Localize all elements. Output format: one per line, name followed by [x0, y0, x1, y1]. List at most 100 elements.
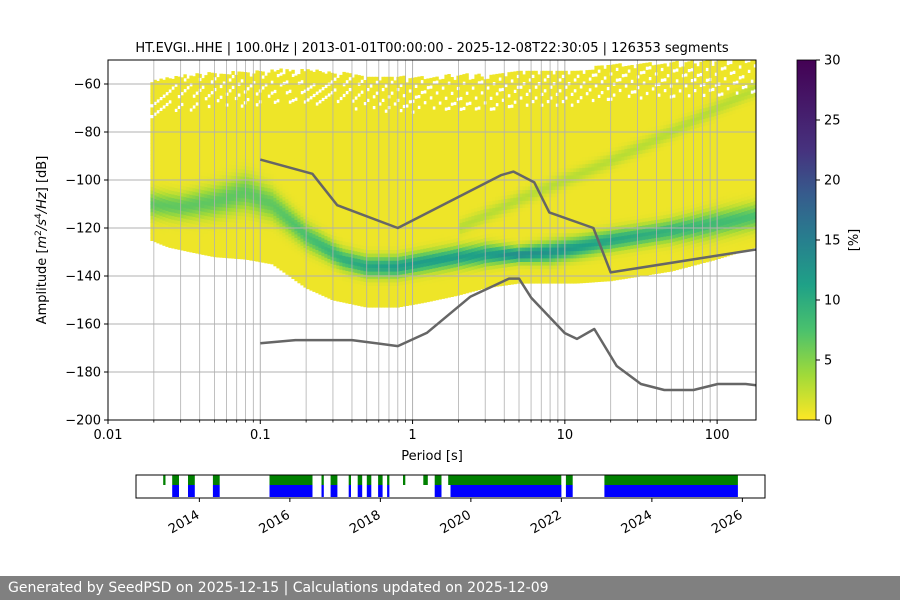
density-cell	[252, 159, 256, 164]
density-cell	[354, 186, 358, 191]
density-cell	[354, 240, 358, 245]
density-cell	[414, 120, 418, 125]
density-cell	[381, 300, 385, 304]
density-cell	[417, 191, 421, 196]
density-cell	[243, 201, 247, 206]
density-cell	[312, 176, 316, 181]
density-cell	[333, 221, 337, 226]
density-cell	[366, 116, 370, 121]
density-cell	[204, 121, 208, 126]
density-cell	[315, 145, 319, 150]
density-cell	[201, 146, 205, 151]
density-cell	[420, 184, 424, 189]
density-cell	[288, 168, 292, 173]
density-cell	[327, 255, 331, 259]
density-cell	[390, 170, 394, 175]
density-cell	[417, 87, 421, 92]
density-cell	[264, 198, 268, 203]
density-cell	[372, 224, 376, 229]
density-cell	[210, 195, 214, 200]
density-cell	[315, 181, 319, 186]
density-cell	[195, 235, 199, 240]
density-cell	[399, 267, 403, 271]
density-cell	[393, 87, 397, 92]
density-cell	[198, 106, 202, 111]
density-cell	[255, 149, 259, 154]
density-cell	[273, 201, 277, 206]
density-cell	[252, 152, 256, 157]
density-cell	[345, 126, 349, 131]
density-cell	[234, 218, 238, 223]
density-cell	[345, 223, 349, 228]
density-cell	[399, 213, 403, 217]
density-cell	[369, 120, 373, 124]
density-cell	[264, 75, 268, 80]
density-cell	[288, 114, 292, 119]
density-cell	[237, 125, 241, 130]
density-cell	[234, 197, 238, 202]
density-cell	[402, 144, 406, 149]
density-cell	[171, 89, 175, 94]
density-cell	[417, 289, 421, 293]
density-cell	[384, 246, 388, 250]
density-cell	[324, 246, 328, 251]
density-cell	[339, 100, 343, 105]
density-cell	[372, 271, 376, 276]
density-cell	[393, 80, 397, 85]
density-cell	[360, 101, 364, 105]
density-cell	[201, 157, 205, 162]
density-cell	[402, 115, 406, 120]
density-cell	[306, 83, 310, 88]
density-cell	[156, 106, 160, 111]
density-cell	[414, 289, 418, 294]
density-cell	[222, 120, 226, 125]
density-cell	[198, 131, 202, 136]
density-cell	[414, 296, 418, 301]
density-cell	[414, 264, 418, 269]
density-cell	[276, 174, 280, 179]
density-cell	[273, 258, 277, 263]
density-cell	[279, 216, 283, 221]
density-cell	[270, 137, 274, 142]
density-cell	[276, 253, 280, 258]
density-cell	[219, 170, 223, 175]
density-cell	[270, 141, 274, 146]
density-cell	[318, 283, 322, 288]
density-cell	[390, 238, 394, 243]
density-cell	[384, 303, 388, 308]
density-cell	[165, 199, 169, 204]
density-cell	[267, 141, 271, 145]
density-cell	[333, 192, 337, 197]
density-cell	[177, 91, 181, 95]
density-cell	[372, 274, 376, 279]
density-cell	[342, 251, 346, 256]
density-cell	[318, 193, 322, 198]
density-cell	[279, 244, 283, 249]
density-cell	[318, 261, 322, 266]
density-cell	[378, 109, 382, 114]
density-cell	[357, 215, 361, 220]
density-cell	[174, 184, 178, 188]
density-cell	[201, 142, 205, 147]
density-cell	[150, 222, 154, 227]
density-cell	[201, 150, 205, 155]
density-cell	[360, 288, 364, 293]
density-cell	[342, 122, 346, 127]
density-cell	[159, 229, 163, 234]
density-cell	[186, 129, 190, 133]
density-cell	[183, 203, 187, 208]
density-cell	[186, 183, 190, 187]
density-cell	[150, 89, 154, 94]
density-cell	[420, 119, 424, 124]
density-cell	[192, 169, 196, 174]
density-cell	[405, 251, 409, 256]
density-cell	[417, 130, 421, 135]
density-cell	[360, 111, 364, 116]
density-cell	[411, 185, 415, 190]
density-cell	[363, 170, 367, 174]
density-cell	[369, 260, 373, 265]
density-cell	[222, 131, 226, 136]
density-cell	[288, 107, 292, 112]
density-cell	[285, 87, 289, 92]
density-cell	[150, 161, 154, 166]
